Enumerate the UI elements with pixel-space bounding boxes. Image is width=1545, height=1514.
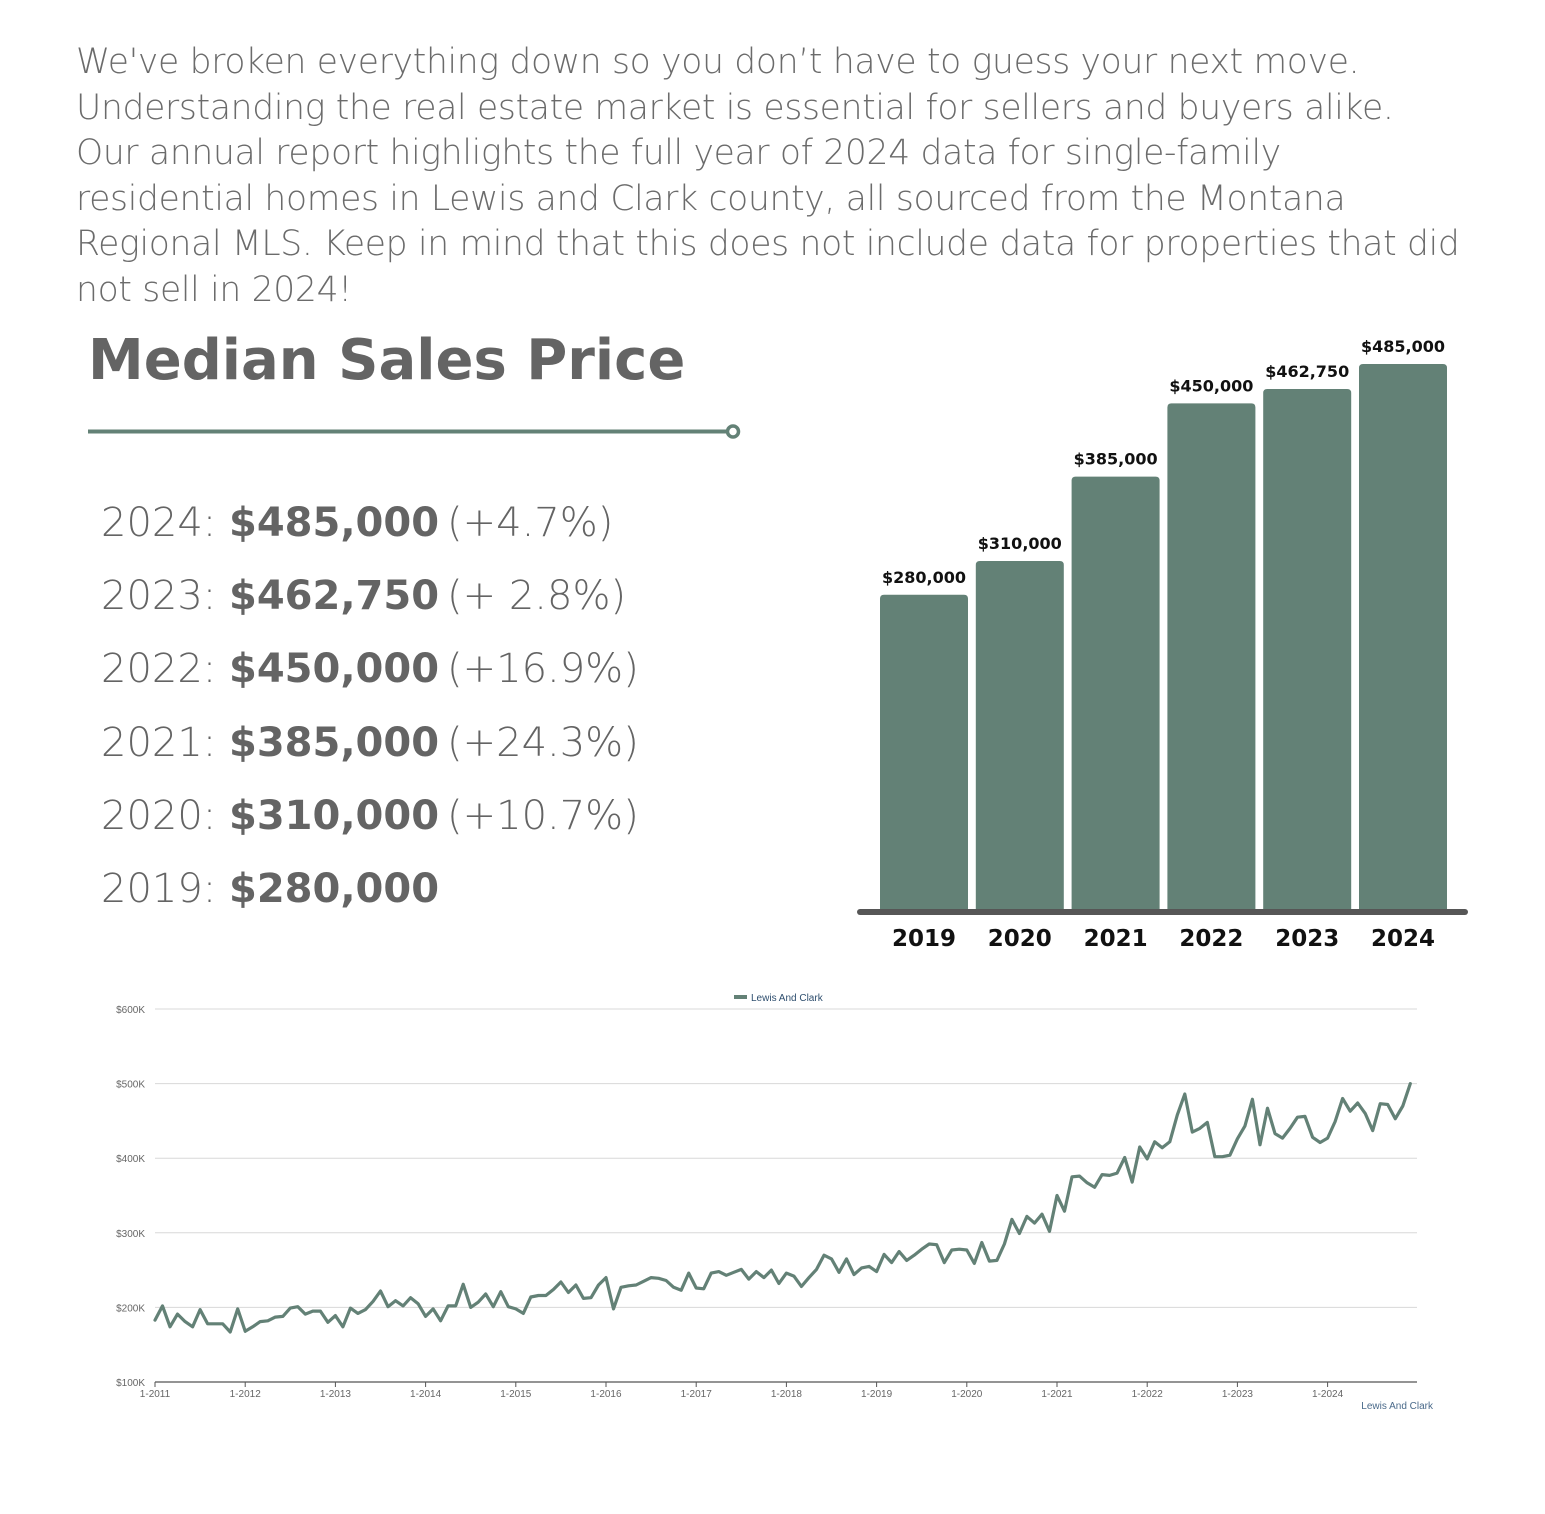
bar-data-label: $385,000 — [1074, 450, 1158, 469]
legend-label: Lewis And Clark — [751, 993, 824, 1004]
year-row: 2019: $280,000 — [101, 866, 701, 939]
bar-2020 — [975, 561, 1064, 910]
year-price: $385,000 — [229, 719, 440, 766]
year-label: 2019: — [101, 865, 229, 912]
bar-category-label: 2020 — [988, 926, 1052, 952]
series-line-lewis-and-clark — [153, 1081, 1412, 1334]
year-row: 2022: $450,000 (+16.9%) — [101, 646, 701, 719]
y-tick-label: $100K — [116, 1378, 145, 1389]
year-label: 2024: — [101, 500, 229, 546]
bar-2023 — [1263, 389, 1352, 910]
chart-watermark: Lewis And Clark — [1361, 1401, 1434, 1412]
x-tick-label: 1-2019 — [861, 1389, 893, 1400]
bar-data-label: $450,000 — [1169, 376, 1253, 395]
year-row: 2021: $385,000 (+24.3%) — [101, 720, 701, 793]
bar-category-label: 2024 — [1371, 926, 1435, 952]
year-change: (+4.7%) — [447, 500, 614, 546]
bar-data-label: $462,750 — [1265, 362, 1349, 381]
x-tick-label: 1-2024 — [1312, 1389, 1344, 1400]
y-tick-label: $400K — [116, 1154, 145, 1165]
year-label: 2022: — [101, 646, 229, 693]
y-tick-label: $300K — [116, 1229, 145, 1240]
bar-data-label: $310,000 — [978, 534, 1062, 553]
bar-category-label: 2021 — [1084, 926, 1148, 952]
year-price: $280,000 — [229, 865, 440, 912]
year-change: (+ 2.8%) — [447, 573, 627, 620]
bar-category-label: 2023 — [1275, 926, 1339, 952]
x-tick-label: 1-2020 — [951, 1389, 983, 1400]
x-tick-label: 1-2012 — [230, 1389, 262, 1400]
yearly-median-list: 2024: $485,000 (+4.7%) 2023: $462,750 (+ 2.… — [101, 500, 701, 939]
x-tick-label: 1-2022 — [1132, 1389, 1164, 1400]
y-tick-label: $500K — [116, 1080, 145, 1091]
year-row: 2023: $462,750 (+ 2.8%) — [101, 573, 701, 646]
x-tick-label: 1-2015 — [500, 1389, 532, 1400]
bar-2022 — [1167, 403, 1256, 910]
x-tick-label: 1-2018 — [771, 1389, 803, 1400]
y-tick-label: $200K — [116, 1303, 145, 1314]
bar-2024 — [1359, 364, 1447, 910]
year-label: 2021: — [101, 719, 229, 766]
bar-data-label: $280,000 — [882, 568, 966, 587]
year-price: $462,750 — [229, 573, 440, 620]
year-price: $485,000 — [229, 500, 440, 546]
year-label: 2023: — [101, 573, 229, 620]
bar-category-label: 2022 — [1179, 926, 1243, 952]
x-tick-label: 1-2016 — [590, 1389, 622, 1400]
title-divider — [88, 424, 741, 439]
x-tick-label: 1-2023 — [1222, 1389, 1254, 1400]
year-change: (+16.9%) — [447, 646, 639, 693]
intro-paragraph: We've broken everything down so you don’… — [76, 42, 1460, 310]
year-price: $450,000 — [229, 646, 440, 693]
line-chart: $100K $200K $300K $400K $500K $600K 1-2011 1-20… — [116, 993, 1434, 1412]
y-tick-label: $600K — [116, 1005, 145, 1016]
year-row: 2024: $485,000 (+4.7%) — [101, 500, 701, 573]
year-change: (+10.7%) — [447, 792, 639, 839]
year-label: 2020: — [101, 792, 229, 839]
bar-2021 — [1071, 476, 1160, 910]
legend-swatch — [734, 995, 747, 999]
x-tick-label: 1-2011 — [140, 1389, 171, 1400]
year-change: (+24.3%) — [447, 719, 639, 766]
x-tick-label: 1-2014 — [410, 1389, 442, 1400]
divider-end-dot — [725, 424, 741, 439]
x-tick-label: 1-2021 — [1041, 1389, 1073, 1400]
x-tick-label: 1-2013 — [320, 1389, 352, 1400]
bar-chart: $280,000 2019 $310,000 2020 $385,000 2021 $450… — [857, 337, 1468, 952]
year-price: $310,000 — [229, 792, 440, 839]
bar-category-label: 2019 — [892, 926, 956, 952]
year-row: 2020: $310,000 (+10.7%) — [101, 793, 701, 866]
bar-data-label: $485,000 — [1361, 337, 1445, 356]
section-title: Median Sales Price — [88, 328, 686, 393]
bar-2019 — [880, 594, 968, 910]
x-tick-label: 1-2017 — [681, 1389, 713, 1400]
